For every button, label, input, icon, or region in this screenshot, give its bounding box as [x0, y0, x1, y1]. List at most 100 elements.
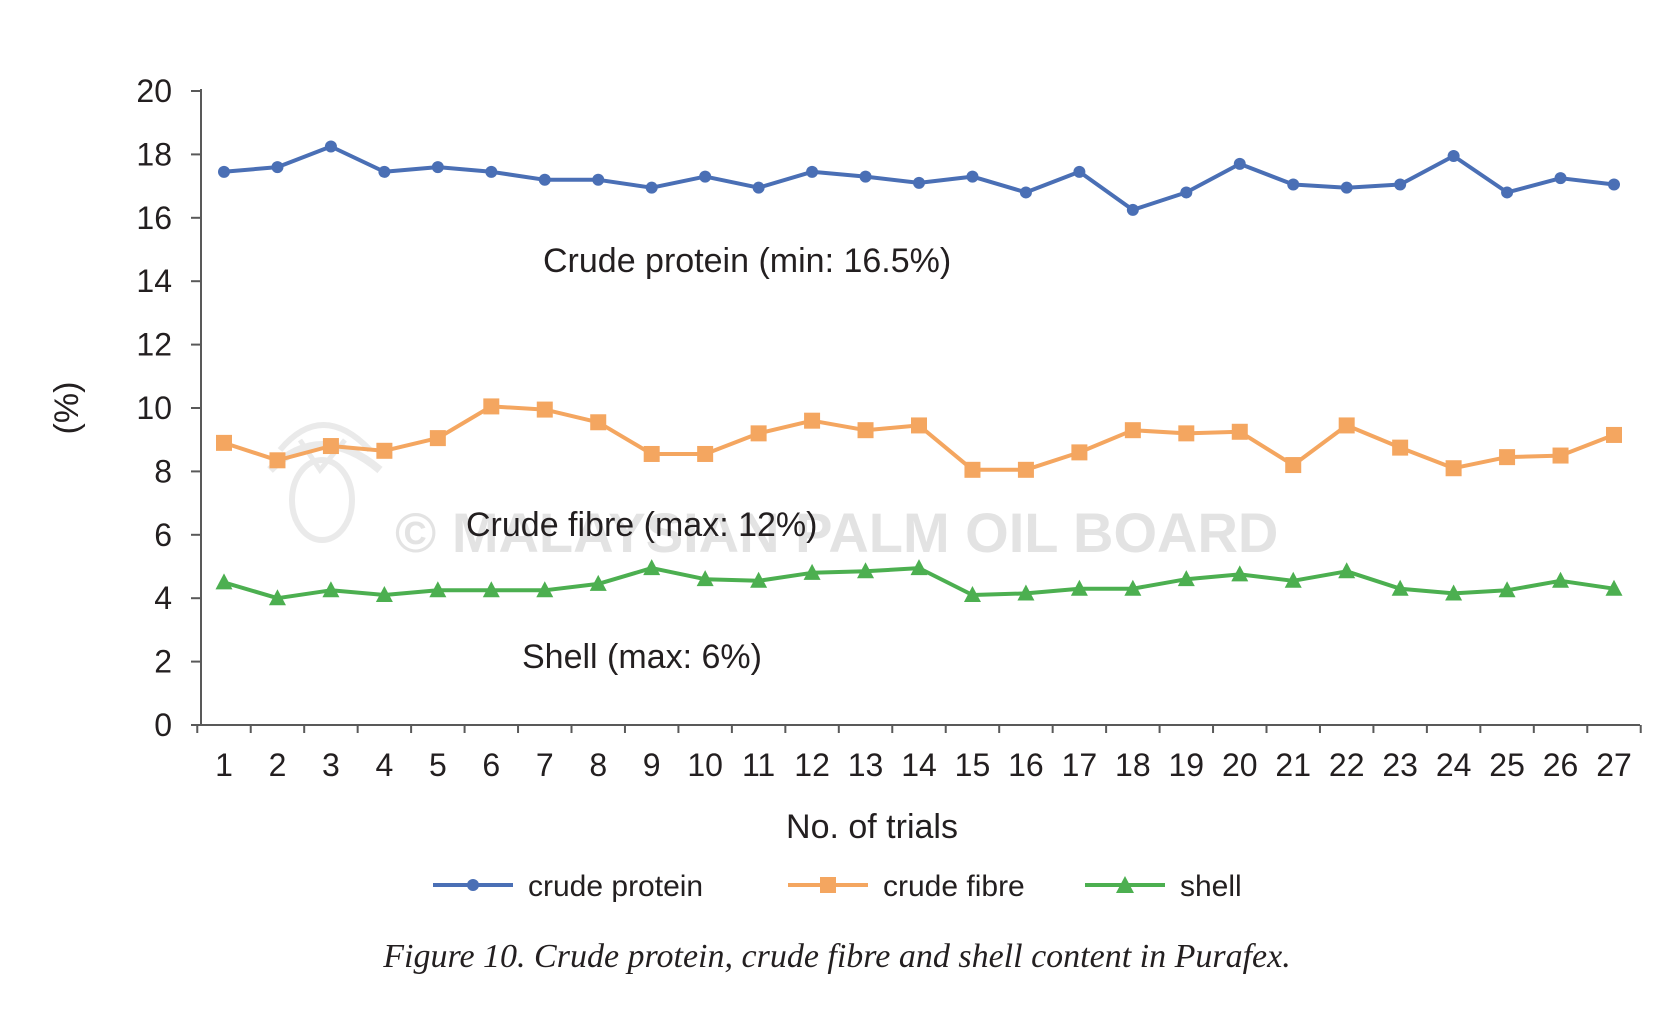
- data-point-crude-fibre: [1017, 461, 1034, 478]
- x-tick-label: 5: [429, 747, 447, 783]
- data-point-crude-protein: [1126, 203, 1139, 216]
- data-point-shell: [696, 570, 714, 587]
- legend-marker-crude-fibre: [820, 877, 836, 893]
- data-point-crude-fibre: [322, 438, 339, 455]
- data-point-crude-protein: [431, 161, 444, 174]
- data-point-shell: [857, 562, 875, 579]
- data-point-shell: [1124, 579, 1142, 596]
- data-point-crude-protein: [806, 165, 819, 178]
- data-point-crude-fibre: [216, 434, 232, 451]
- x-axis-title: No. of trials: [786, 808, 958, 846]
- x-tick-label: 2: [269, 747, 287, 783]
- data-point-crude-protein: [1073, 165, 1086, 178]
- data-point-crude-protein: [1180, 186, 1193, 199]
- data-point-crude-fibre: [1392, 439, 1409, 456]
- data-point-shell: [536, 581, 554, 598]
- y-tick-label: 14: [136, 263, 172, 299]
- y-tick-label: 16: [136, 200, 172, 236]
- data-point-shell: [1498, 581, 1516, 598]
- x-tick-label: 25: [1489, 747, 1525, 783]
- data-point-crude-protein: [966, 170, 979, 183]
- data-point-shell: [375, 586, 393, 603]
- data-point-crude-fibre: [1445, 460, 1462, 477]
- data-point-shell: [1338, 562, 1356, 579]
- x-tick-label: 24: [1436, 747, 1472, 783]
- x-tick-label: 12: [794, 747, 830, 783]
- data-point-crude-protein: [699, 170, 712, 183]
- y-tick-label: 10: [136, 390, 172, 426]
- data-point-crude-protein: [1394, 178, 1407, 191]
- y-ticks: 0 2 4 6 8 10 12 14 16 18 20: [136, 73, 201, 743]
- figure-caption: Figure 10. Crude protein, crude fibre an…: [383, 938, 1291, 975]
- x-tick-label: 8: [589, 747, 607, 783]
- data-point-crude-fibre: [643, 445, 660, 462]
- legend-label-crude-protein: crude protein: [528, 870, 703, 903]
- legend-item-shell: shell: [1085, 870, 1242, 903]
- data-point-shell: [750, 571, 768, 588]
- x-tick-label: 27: [1596, 747, 1632, 783]
- annotation-shell: Shell (max: 6%): [522, 638, 762, 676]
- data-point-crude-fibre: [1231, 423, 1248, 440]
- x-tick-label: 14: [901, 747, 937, 783]
- x-tick-label: 17: [1062, 747, 1098, 783]
- data-point-crude-fibre: [1178, 425, 1195, 442]
- data-point-crude-fibre: [1338, 417, 1355, 434]
- y-axis-title: (%): [48, 382, 86, 435]
- data-point-crude-fibre: [1499, 449, 1516, 466]
- legend-marker-crude-protein: [467, 879, 479, 891]
- annotation-crude-fibre: Crude fibre (max: 12%): [466, 506, 817, 544]
- x-tick-label: 6: [482, 747, 500, 783]
- data-point-crude-fibre: [536, 401, 553, 418]
- legend-marker-shell: [1116, 876, 1134, 893]
- x-tick-label: 20: [1222, 747, 1258, 783]
- data-point-shell: [910, 559, 928, 576]
- data-point-crude-protein: [1019, 186, 1032, 199]
- data-point-crude-protein: [218, 165, 230, 178]
- data-point-shell: [1231, 565, 1249, 582]
- y-tick-label: 8: [154, 453, 172, 489]
- y-tick-label: 18: [136, 136, 172, 172]
- watermark: © MALAYSIAN PALM OIL BOARD: [267, 422, 1278, 564]
- watermark-text: © MALAYSIAN PALM OIL BOARD: [395, 501, 1278, 564]
- data-point-crude-protein: [1554, 172, 1567, 185]
- data-point-crude-protein: [752, 181, 765, 194]
- data-point-crude-fibre: [1071, 444, 1088, 461]
- annotation-crude-protein: Crude protein (min: 16.5%): [543, 242, 951, 280]
- data-point-shell: [1552, 571, 1570, 588]
- data-point-crude-protein: [271, 161, 284, 174]
- data-point-shell: [268, 589, 286, 606]
- data-point-crude-protein: [1340, 181, 1353, 194]
- data-point-crude-fibre: [1552, 447, 1569, 464]
- data-point-shell: [803, 563, 821, 580]
- data-point-shell: [1177, 570, 1195, 587]
- line-chart: © MALAYSIAN PALM OIL BOARD 0246810121416…: [48, 73, 1642, 903]
- data-point-crude-fibre: [804, 412, 821, 429]
- data-point-crude-fibre: [964, 461, 981, 478]
- legend: crude protein crude fibre shell: [433, 870, 1242, 903]
- data-point-crude-protein: [1447, 149, 1460, 162]
- data-point-crude-protein: [485, 165, 498, 178]
- x-tick-label: 11: [742, 747, 775, 783]
- data-point-crude-protein: [859, 170, 872, 183]
- data-point-crude-fibre: [590, 414, 607, 431]
- data-point-crude-fibre: [429, 430, 446, 447]
- data-point-crude-protein: [592, 173, 605, 186]
- data-point-shell: [482, 581, 500, 598]
- x-tick-label: 22: [1329, 747, 1365, 783]
- data-point-crude-fibre: [857, 422, 874, 439]
- data-point-shell: [1017, 584, 1035, 601]
- x-tick-label: 16: [1008, 747, 1044, 783]
- series-crude-protein: [218, 140, 1620, 216]
- data-point-shell: [429, 581, 447, 598]
- data-point-crude-protein: [1233, 157, 1246, 170]
- y-tick-label: 12: [136, 327, 172, 363]
- data-point-shell: [1070, 579, 1088, 596]
- data-point-crude-fibre: [269, 452, 286, 469]
- x-tick-label: 19: [1169, 747, 1205, 783]
- legend-label-crude-fibre: crude fibre: [883, 870, 1025, 903]
- series-crude-fibre: [216, 398, 1622, 478]
- x-tick-label: 3: [322, 747, 340, 783]
- x-tick-label: 10: [687, 747, 723, 783]
- data-point-shell: [1445, 584, 1463, 601]
- legend-item-crude-fibre: crude fibre: [788, 870, 1025, 903]
